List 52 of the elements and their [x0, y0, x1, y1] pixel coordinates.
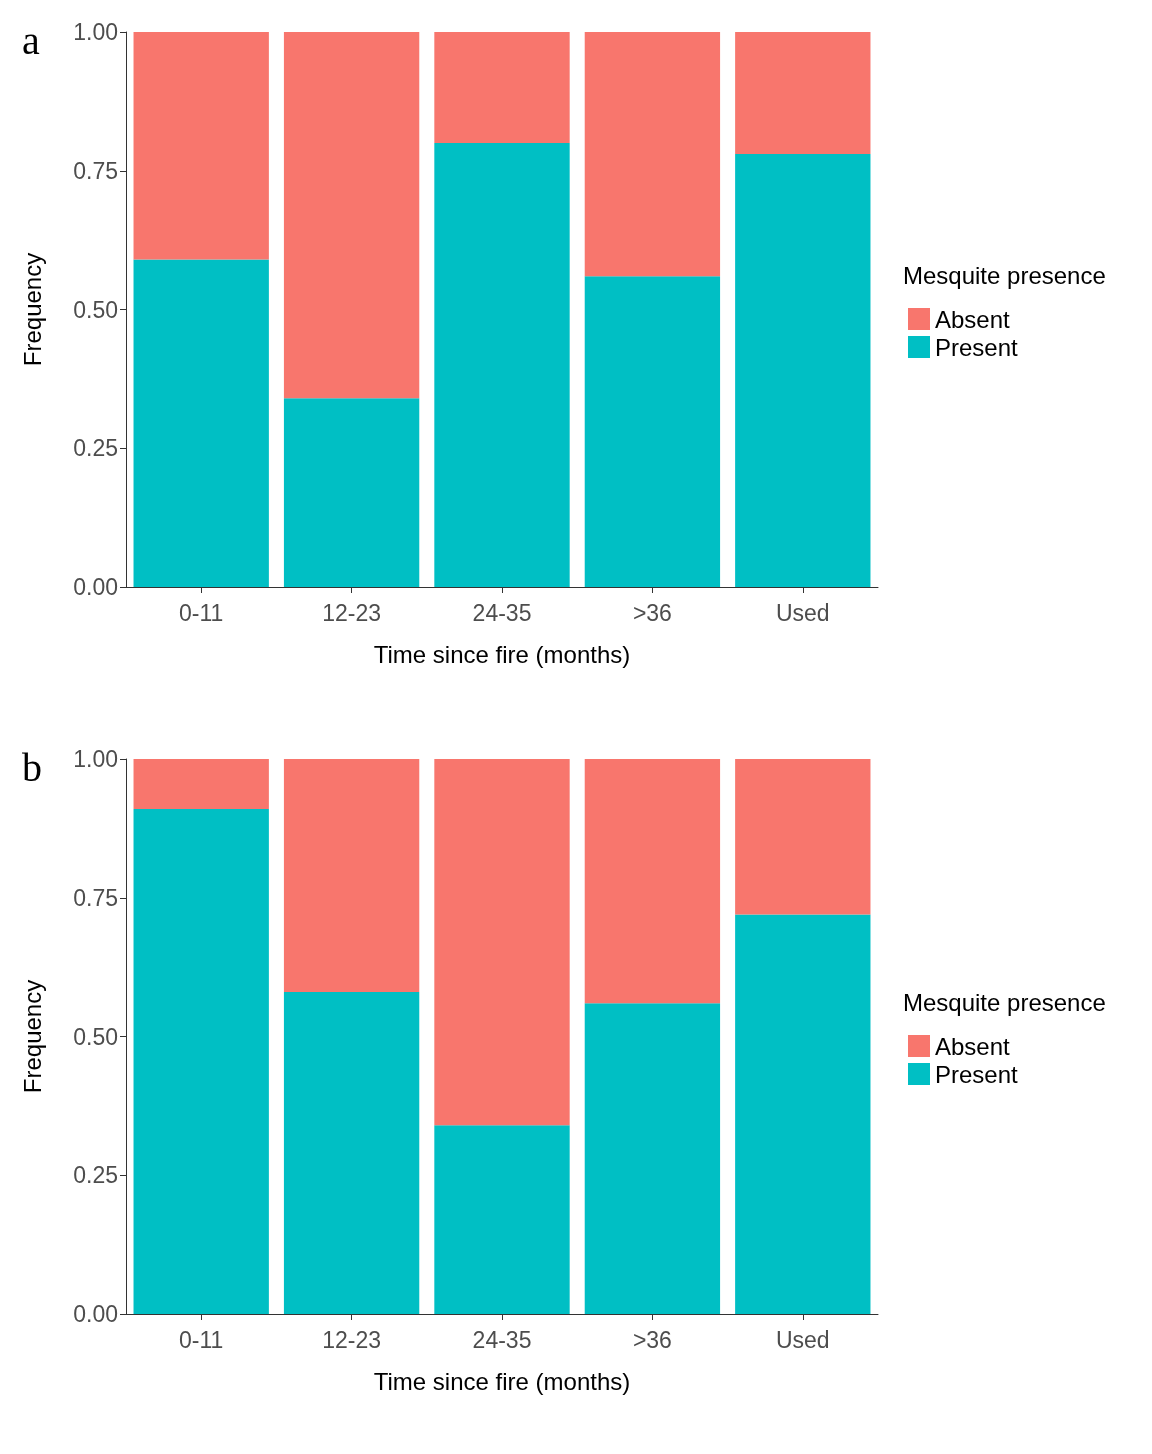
bar	[283, 992, 420, 1314]
x-axis-title: Time since fire (months)	[373, 640, 631, 668]
bar	[584, 759, 721, 1004]
bar	[283, 759, 420, 993]
x-tick-label: >36	[632, 1326, 672, 1353]
x-tick-label: 24-35	[472, 599, 532, 626]
bar	[735, 914, 871, 1314]
bar	[283, 398, 420, 587]
x-tick-label: 0-11	[179, 599, 224, 626]
y-tick-label: 0.50	[73, 296, 118, 323]
x-tick-label: 12-23	[322, 599, 382, 626]
text: a	[22, 17, 40, 63]
legend-label: Present	[935, 1060, 1019, 1088]
y-tick-label: 0.00	[73, 1301, 118, 1327]
x-tick-label: 12-23	[322, 1326, 382, 1353]
y-tick-label: 1.00	[73, 746, 118, 772]
x-tick-label: 0-11	[179, 1326, 224, 1353]
bar	[584, 32, 721, 277]
bar	[584, 276, 721, 587]
bar	[133, 808, 269, 1314]
y-tick-label: 0.75	[73, 884, 118, 911]
legend-label: Absent	[935, 1032, 1011, 1060]
legend-label: Present	[935, 333, 1019, 361]
y-tick-label: 0.50	[73, 1023, 118, 1050]
y-axis-title: Frequency	[18, 979, 46, 1094]
bar	[283, 32, 420, 399]
x-tick-label: Used	[775, 599, 830, 626]
x-tick-label: 24-35	[472, 1326, 532, 1353]
bar	[434, 32, 570, 143]
bar	[584, 1003, 721, 1314]
bar	[735, 32, 871, 155]
bar	[133, 759, 269, 809]
y-axis-title: Frequency	[18, 252, 46, 367]
y-tick-label: 0.75	[73, 157, 118, 184]
y-tick-label: 0.00	[73, 574, 118, 600]
y-tick-label: 0.25	[73, 435, 118, 462]
bar	[434, 1125, 570, 1314]
x-axis-title: Time since fire (months)	[373, 1367, 631, 1395]
bar	[735, 154, 871, 587]
bar	[434, 143, 570, 587]
bar	[735, 759, 871, 915]
x-tick-label: Used	[775, 1326, 830, 1353]
y-tick-label: 1.00	[73, 19, 118, 45]
y-tick-label: 0.25	[73, 1162, 118, 1189]
bar	[133, 259, 269, 587]
legend-title: Mesquite presence	[903, 261, 1106, 289]
legend-label: Absent	[935, 305, 1011, 333]
text: b	[22, 744, 42, 790]
bar	[434, 759, 570, 1126]
legend-title: Mesquite presence	[903, 988, 1106, 1016]
bar	[133, 32, 269, 260]
x-tick-label: >36	[632, 599, 672, 626]
